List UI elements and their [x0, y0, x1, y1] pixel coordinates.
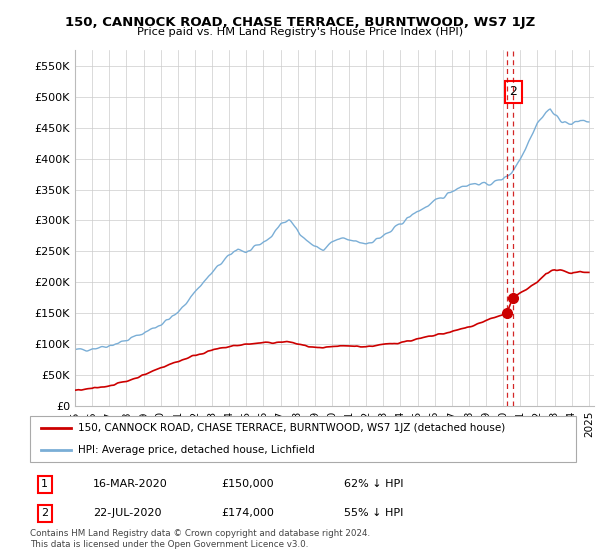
Text: 16-MAR-2020: 16-MAR-2020 — [93, 479, 167, 489]
Text: £174,000: £174,000 — [221, 508, 274, 519]
Text: 1: 1 — [41, 479, 48, 489]
Text: HPI: Average price, detached house, Lichfield: HPI: Average price, detached house, Lich… — [78, 445, 315, 455]
Text: £150,000: £150,000 — [221, 479, 274, 489]
Text: 2: 2 — [41, 508, 49, 519]
Text: Price paid vs. HM Land Registry's House Price Index (HPI): Price paid vs. HM Land Registry's House … — [137, 27, 463, 37]
Text: 22-JUL-2020: 22-JUL-2020 — [93, 508, 161, 519]
Text: 55% ↓ HPI: 55% ↓ HPI — [344, 508, 403, 519]
FancyBboxPatch shape — [30, 416, 576, 462]
Text: 62% ↓ HPI: 62% ↓ HPI — [344, 479, 403, 489]
Text: 2: 2 — [509, 85, 517, 99]
Text: Contains HM Land Registry data © Crown copyright and database right 2024.
This d: Contains HM Land Registry data © Crown c… — [30, 529, 370, 549]
Text: 150, CANNOCK ROAD, CHASE TERRACE, BURNTWOOD, WS7 1JZ (detached house): 150, CANNOCK ROAD, CHASE TERRACE, BURNTW… — [78, 423, 505, 433]
Text: 150, CANNOCK ROAD, CHASE TERRACE, BURNTWOOD, WS7 1JZ: 150, CANNOCK ROAD, CHASE TERRACE, BURNTW… — [65, 16, 535, 29]
